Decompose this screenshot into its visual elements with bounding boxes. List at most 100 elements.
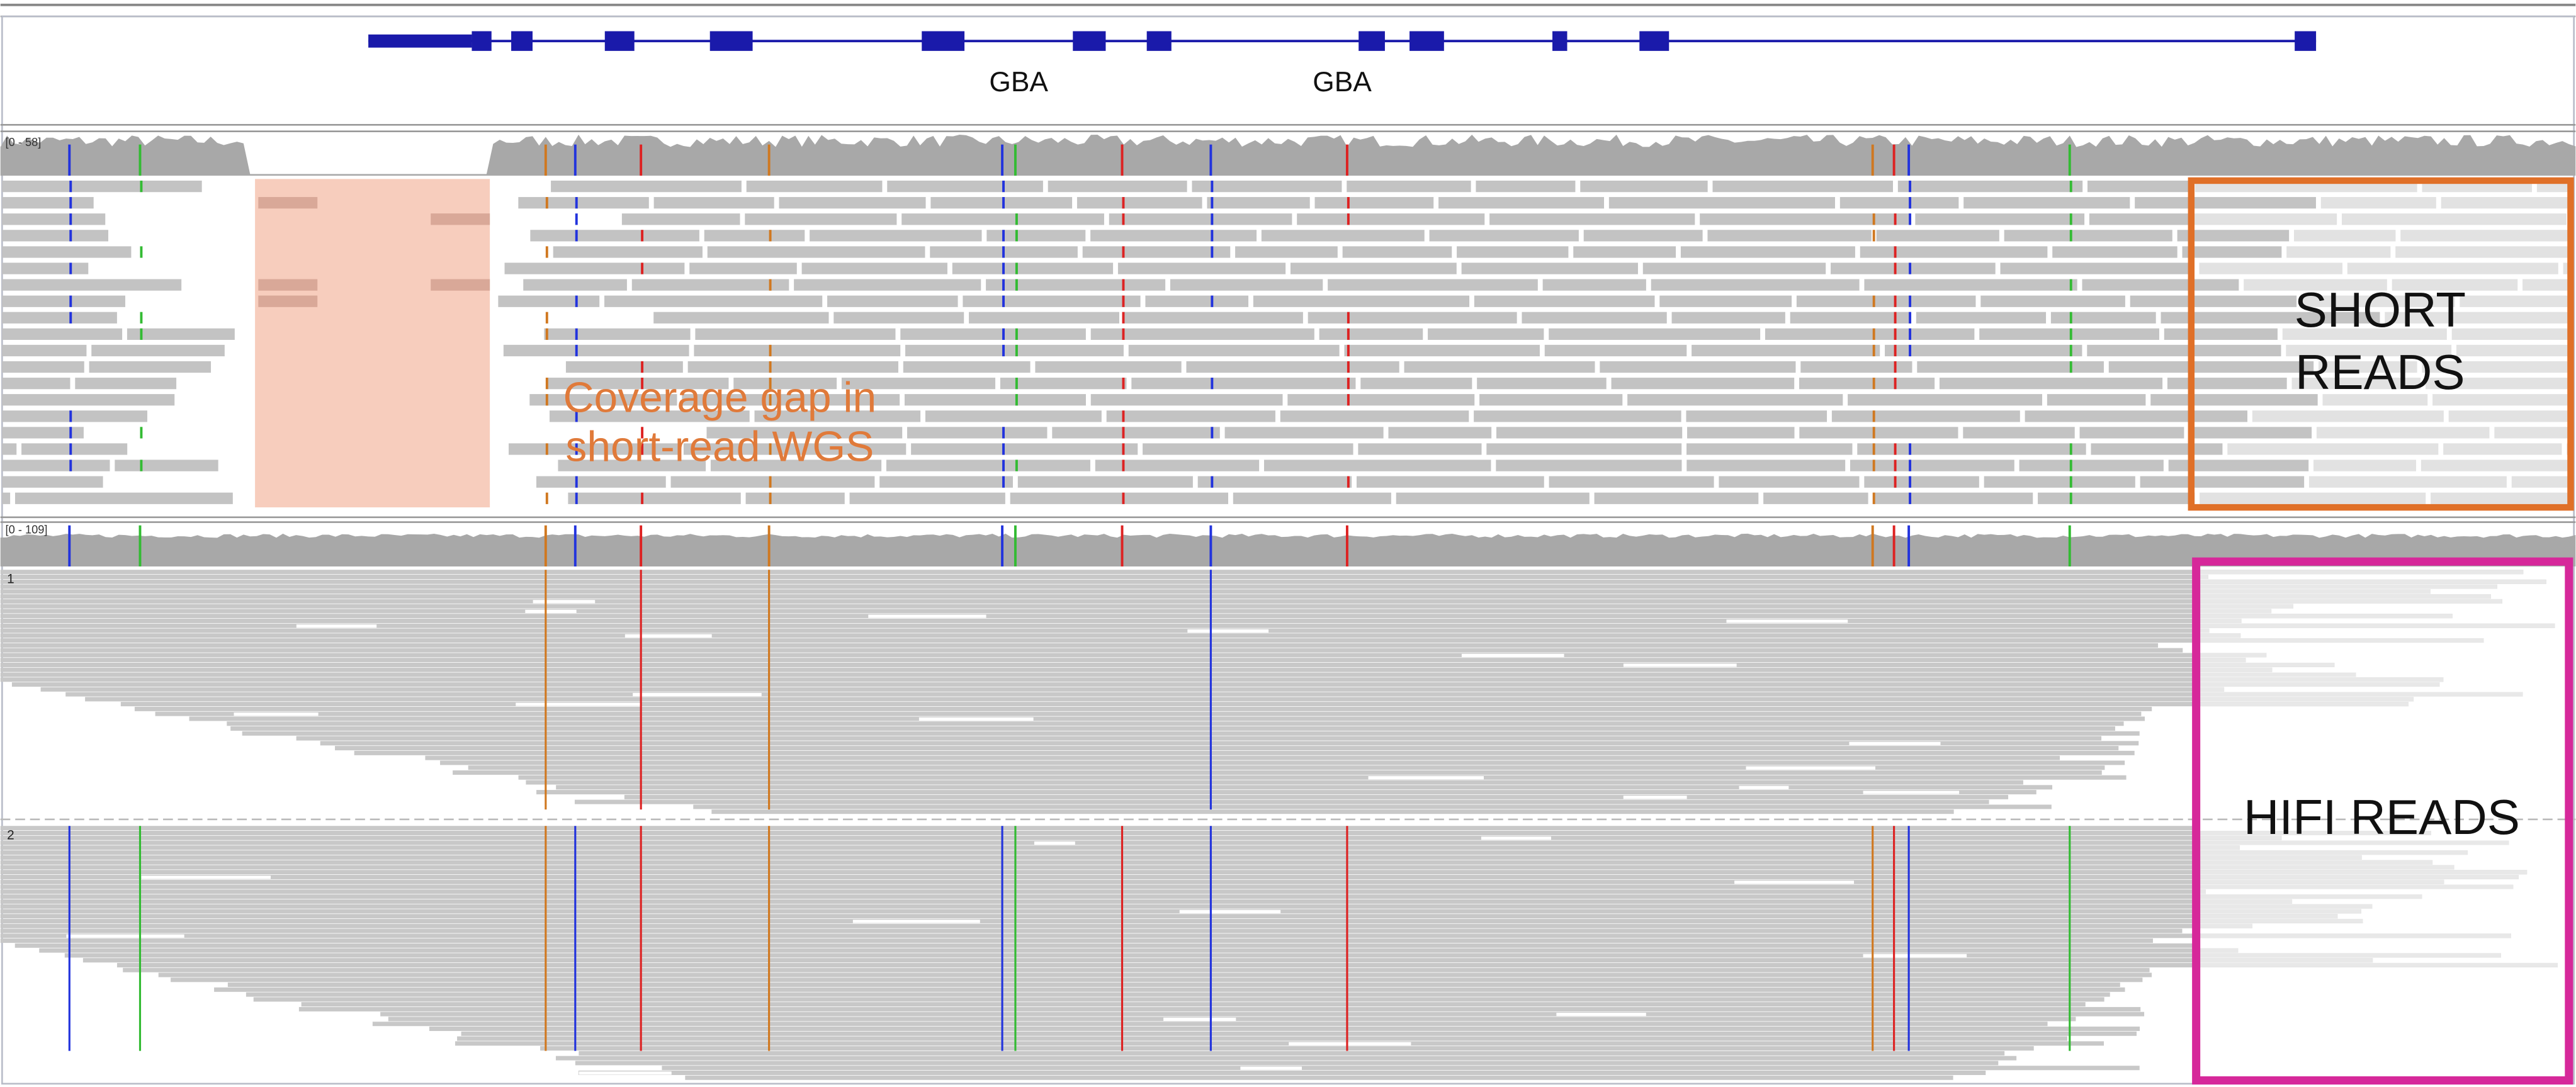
short-read [810,230,982,242]
hifi-read [2195,923,2253,928]
short-read [986,279,1166,291]
mismatch [1909,459,1912,471]
short-read [504,262,685,274]
short-read [258,279,318,291]
mismatch [1347,361,1350,373]
hifi-read [380,1011,2145,1017]
hifi-read [2195,677,2444,682]
mismatch [1211,295,1214,307]
short-read [2019,459,2164,471]
mismatch [1894,213,1897,225]
short-read [1864,279,2077,291]
short-read [986,230,1086,242]
short-read [75,378,177,390]
hifi-read [2195,662,2335,667]
short-read [1984,476,2135,488]
short-read [2089,213,2189,225]
short-read [2,279,182,291]
hifi-read [0,826,2198,831]
mismatch [575,443,578,455]
short-read [1790,312,1912,324]
read-gap [1739,786,1789,789]
group-label: 1 [7,572,14,586]
short-read [2422,361,2571,373]
short-read [801,262,947,274]
hifi-read [0,609,2272,614]
exon [1146,31,1172,51]
short-read [2,312,117,324]
short-read [2441,197,2571,209]
hifi-read [578,1071,1986,1076]
hifi-read [0,643,2159,648]
hifi-read [574,799,1989,804]
read-gap [2254,1056,2348,1061]
hifi-read [2195,638,2484,643]
short-read [2347,262,2558,274]
hifi-read [242,731,2140,736]
mismatch [1015,262,1018,274]
hifi-read [2195,579,2546,584]
gene-label: GBA [1313,67,1372,98]
hifi-read [2195,609,2272,614]
hifi-read [526,780,2023,785]
mismatch [69,295,72,307]
hifi-read [0,575,2208,580]
mismatch [769,361,772,373]
hifi-read [2195,909,2361,914]
short-read [2395,246,2571,258]
short-read [901,213,1104,225]
hifi-read [246,992,2110,997]
short-read [1428,328,1544,341]
short-read [2,394,175,406]
mismatch [2069,492,2072,504]
short-read [21,443,128,455]
short-read [2050,312,2156,324]
mismatch [575,344,578,357]
short-read [2082,279,2239,291]
mismatch [1015,378,1018,390]
hifi-read [2195,904,2373,909]
mismatch [1122,213,1125,225]
mismatch [641,443,644,455]
short-read [1839,197,1959,209]
mismatch [1015,344,1018,357]
short-read [1496,459,1682,471]
short-read [1686,459,1846,471]
mismatch [140,246,143,258]
short-read [1207,197,1310,209]
hifi-read [0,870,2528,875]
hifi-read [0,899,2293,904]
short-read [682,394,900,406]
mismatch [1211,180,1214,193]
hifi-read [0,570,2524,575]
mismatch [1872,230,1875,242]
mismatch [1872,459,1875,471]
short-read [900,328,1086,341]
short-read [258,295,318,307]
short-read [2167,378,2287,390]
read-gap [525,609,577,613]
read-gap [1240,1066,1302,1070]
short-read [1583,230,1703,242]
hifi-read [123,967,2150,972]
short-read [1235,246,1338,258]
hifi-read [455,1041,2104,1046]
hifi-read [335,746,2119,751]
short-read [498,295,600,307]
gene-track [368,31,2317,51]
short-read [1280,410,1469,422]
short-read [1319,328,1423,341]
short-read [2286,246,2391,258]
hifi-read [2195,692,2523,697]
short-read [1090,328,1314,341]
short-read [745,213,897,225]
read-gap [533,600,596,604]
read-gap [1368,776,1484,780]
short-read [2460,295,2571,307]
short-read [653,312,829,324]
mismatch [1872,410,1875,422]
hifi-read [2195,672,2356,677]
mismatch [1211,476,1214,488]
mismatch [545,443,548,455]
